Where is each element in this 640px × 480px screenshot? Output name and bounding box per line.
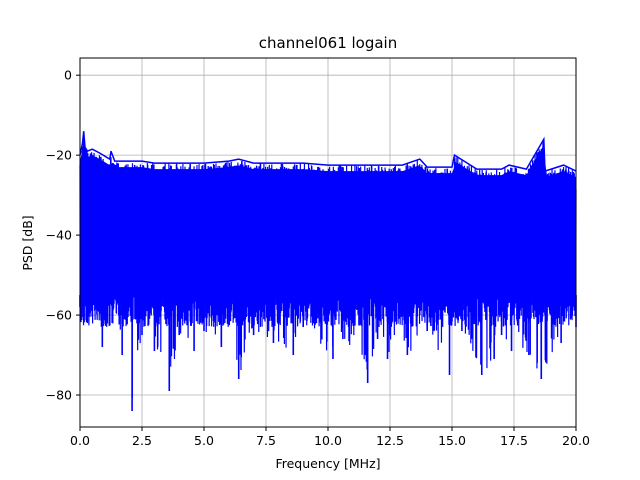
y-tick-label: 0	[64, 68, 72, 83]
series-layer	[79, 131, 577, 412]
psd-trace	[79, 138, 577, 398]
chart-title: channel061 logain	[259, 34, 398, 52]
y-tick-label: −40	[46, 228, 72, 243]
x-tick-label: 10.0	[314, 433, 342, 448]
x-tick-label: 12.5	[376, 433, 404, 448]
x-tick-label: 2.5	[132, 433, 152, 448]
x-tick-label: 15.0	[438, 433, 466, 448]
x-tick-label: 0.0	[70, 433, 90, 448]
x-tick-label: 17.5	[500, 433, 528, 448]
x-tick-label: 20.0	[562, 433, 590, 448]
psd-upper-peaks	[79, 131, 577, 173]
y-tick-label: −60	[46, 308, 72, 323]
x-axis-label: Frequency [MHz]	[275, 456, 380, 471]
x-tick-label: 7.5	[256, 433, 276, 448]
y-tick-label: −20	[46, 148, 72, 163]
x-tick-label: 5.0	[194, 433, 214, 448]
tick-layer: 0.0 2.5 5.0 7.5 10.0 12.5 15.0 17.5 20.0 0 −20 −40 −…	[46, 68, 590, 448]
y-axis-label: PSD [dB]	[20, 215, 35, 270]
y-tick-label: −80	[46, 388, 72, 403]
